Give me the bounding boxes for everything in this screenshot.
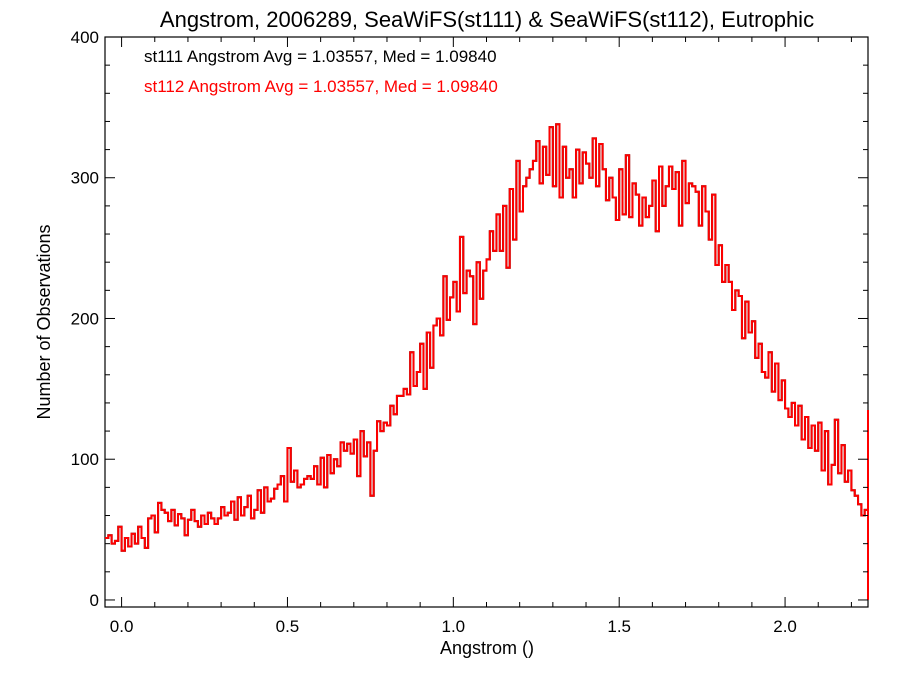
legend-entry-st112: st112 Angstrom Avg = 1.03557, Med = 1.09… bbox=[144, 77, 498, 96]
legend-entry-st111: st111 Angstrom Avg = 1.03557, Med = 1.09… bbox=[144, 47, 497, 66]
x-tick-label: 0.5 bbox=[276, 617, 300, 636]
series-layer bbox=[105, 123, 869, 600]
y-tick-label: 0 bbox=[90, 591, 99, 610]
x-axis-label: Angstrom () bbox=[440, 638, 534, 658]
x-tick-label: 1.5 bbox=[607, 617, 631, 636]
x-tick-label: 0.0 bbox=[110, 617, 134, 636]
y-tick-label: 200 bbox=[71, 309, 99, 328]
x-tick-label: 1.0 bbox=[442, 617, 466, 636]
tick-layer: 0.0 0.5 1.0 1.5 2.0 0 100 200 300 400 bbox=[71, 28, 868, 636]
y-axis-label: Number of Observations bbox=[34, 224, 54, 419]
x-tick-label: 2.0 bbox=[773, 617, 797, 636]
series-st112-line bbox=[105, 123, 869, 600]
y-tick-label: 100 bbox=[71, 450, 99, 469]
series-st111-line bbox=[105, 123, 869, 600]
chart-title: Angstrom, 2006289, SeaWiFS(st111) & SeaW… bbox=[160, 7, 814, 32]
y-tick-label: 400 bbox=[71, 28, 99, 47]
y-tick-label: 300 bbox=[71, 169, 99, 188]
